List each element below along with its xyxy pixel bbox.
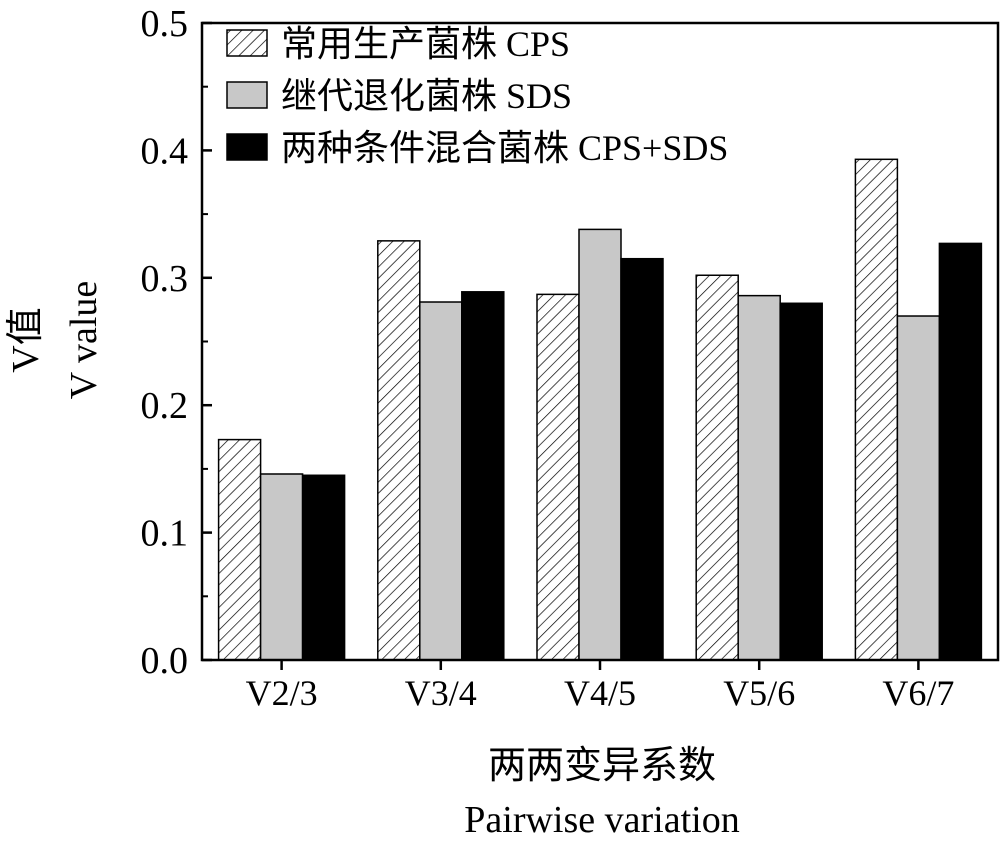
bar-V2-3-series-1 xyxy=(259,473,304,661)
x-axis-label-cn: 两两变异系数 xyxy=(488,745,716,787)
bar-V3-4-series-1 xyxy=(419,301,463,661)
bar-V6-7-series-1 xyxy=(896,315,941,661)
legend-label-2: 两种条件混合菌株 CPS+SDS xyxy=(281,128,728,168)
x-tick-label: V2/3 xyxy=(246,673,318,713)
x-axis-label-en: Pairwise variation xyxy=(464,799,739,841)
x-tick-label: V6/7 xyxy=(882,673,954,713)
bar-V3-4-series-2 xyxy=(461,291,505,661)
y-axis-label-cn: V值 xyxy=(5,307,47,372)
bars-layer xyxy=(217,158,983,661)
bar-V5-6-series-1 xyxy=(737,294,781,661)
legend-swatch-1 xyxy=(226,81,268,109)
bar-V6-7-series-0 xyxy=(854,158,899,661)
y-axis-ticks: 0.0 0.1 0.2 0.3 0.4 0.5 xyxy=(141,3,212,682)
x-tick-label: V4/5 xyxy=(564,673,636,713)
bar-V3-4-series-0 xyxy=(377,240,421,661)
legend: 常用生产菌株 CPS 继代退化菌株 SDS 两种条件混合菌株 CPS+SDS xyxy=(226,24,728,168)
x-tick-label: V3/4 xyxy=(405,673,477,713)
bar-V4-5-series-0 xyxy=(536,293,580,661)
x-axis-ticks: V2/3 V3/4 V4/5 V5/6 V6/7 xyxy=(246,660,954,713)
bar-V2-3-series-2 xyxy=(301,474,346,661)
bar-V5-6-series-2 xyxy=(779,302,823,661)
legend-label-1: 继代退化菌株 SDS xyxy=(281,76,572,116)
bar-V6-7-series-2 xyxy=(938,242,983,661)
y-axis-label-en: V value xyxy=(63,281,105,400)
y-tick-label: 0.4 xyxy=(141,130,189,172)
y-tick-label: 0.3 xyxy=(141,258,189,300)
bar-V4-5-series-2 xyxy=(620,257,664,661)
bar-V2-3-series-0 xyxy=(217,438,262,661)
bar-V4-5-series-1 xyxy=(578,228,622,661)
legend-swatch-0 xyxy=(226,29,268,57)
x-tick-label: V5/6 xyxy=(723,673,795,713)
y-tick-label: 0.1 xyxy=(141,513,189,555)
legend-swatch-2 xyxy=(226,133,268,161)
y-tick-label: 0.5 xyxy=(141,3,189,45)
legend-label-0: 常用生产菌株 CPS xyxy=(281,24,570,64)
bar-V5-6-series-0 xyxy=(695,274,739,661)
y-tick-label: 0.0 xyxy=(141,640,189,682)
y-tick-label: 0.2 xyxy=(141,385,189,427)
